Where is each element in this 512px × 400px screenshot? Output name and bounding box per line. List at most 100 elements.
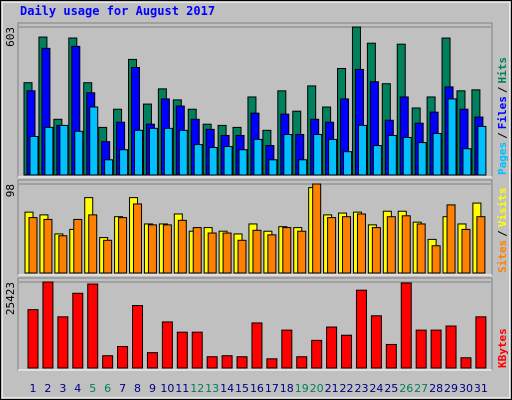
bar [237, 239, 247, 274]
bar [221, 355, 233, 369]
bar [417, 142, 427, 176]
bar [208, 147, 218, 176]
x-tick-label: 2 [44, 382, 51, 395]
bar [356, 213, 366, 274]
legend: Pages / Files / Hits [496, 57, 509, 175]
bar [282, 227, 292, 274]
x-tick-label: 14 [220, 382, 234, 395]
x-tick-label: 1 [30, 382, 37, 395]
bar [103, 239, 113, 274]
bar [147, 224, 157, 274]
x-tick-label: 28 [429, 382, 443, 395]
bar [476, 216, 486, 274]
bar [477, 125, 487, 176]
legend-separator: / [496, 132, 509, 139]
bar [193, 144, 203, 176]
bar [447, 98, 457, 176]
x-tick-label: 8 [134, 382, 141, 395]
x-tick-label: 30 [459, 382, 473, 395]
bar [87, 283, 99, 369]
bar [117, 345, 129, 369]
bar [236, 356, 248, 369]
bar [251, 322, 263, 369]
y-tick-label: 25423 [4, 282, 17, 315]
bar [148, 127, 158, 176]
bar [311, 339, 323, 369]
legend-entry: Files [496, 96, 509, 129]
bar [328, 138, 338, 176]
x-tick-label: 7 [119, 382, 126, 395]
y-tick-label: 603 [4, 27, 17, 47]
legend-entry: Hits [496, 57, 509, 84]
legend-separator: / [496, 230, 509, 237]
x-tick-label: 26 [399, 382, 413, 395]
bar [461, 228, 471, 274]
bar [88, 214, 98, 274]
x-tick-label: 3 [59, 382, 66, 395]
bar [102, 355, 114, 369]
bar [430, 329, 442, 369]
legend: Sites / Visits [496, 188, 509, 274]
bar [445, 325, 457, 369]
bar [312, 183, 322, 274]
bar [268, 159, 278, 176]
legend-separator: / [496, 86, 509, 93]
bar [475, 316, 487, 369]
bar [44, 126, 54, 176]
x-tick-label: 22 [340, 382, 354, 395]
x-tick-label: 27 [414, 382, 428, 395]
x-tick-label: 25 [384, 382, 398, 395]
x-tick-label: 16 [250, 382, 264, 395]
x-tick-label: 5 [89, 382, 96, 395]
legend-entry: Pages [496, 142, 509, 175]
bar [162, 224, 172, 274]
bar [297, 230, 307, 274]
x-tick-label: 31 [474, 382, 488, 395]
bar [133, 203, 143, 274]
bar [327, 217, 337, 274]
bar [207, 232, 217, 274]
bar [222, 232, 232, 274]
bar [298, 159, 308, 176]
x-tick-label: 18 [280, 382, 294, 395]
bar [355, 289, 367, 369]
bar [370, 315, 382, 369]
bar [57, 316, 69, 369]
bar [72, 292, 84, 369]
bar [385, 343, 397, 369]
bar [432, 133, 442, 176]
bar [118, 217, 128, 274]
bar [176, 331, 188, 369]
x-tick-label: 21 [325, 382, 339, 395]
bar [43, 218, 53, 274]
bar [402, 136, 412, 176]
legend-entry: KBytes [496, 328, 509, 368]
bar [206, 356, 218, 369]
bar [28, 217, 38, 274]
x-tick-label: 9 [149, 382, 156, 395]
x-tick-label: 4 [74, 382, 81, 395]
bar [177, 219, 187, 274]
bar [29, 135, 39, 176]
bar [341, 334, 353, 369]
bar [252, 229, 262, 274]
x-tick-label: 19 [295, 382, 309, 395]
chart-title: Daily usage for August 2017 [20, 4, 215, 18]
x-tick-label: 12 [190, 382, 204, 395]
bar [163, 127, 173, 176]
x-tick-label: 10 [160, 382, 174, 395]
x-tick-label: 13 [205, 382, 219, 395]
bar [192, 227, 202, 274]
y-tick-label: 98 [4, 184, 17, 197]
bar [161, 321, 173, 369]
bar [134, 129, 144, 176]
bar [462, 148, 472, 176]
bar [191, 331, 203, 369]
bar [387, 134, 397, 176]
bar [238, 149, 248, 176]
legend-entry: Sites [496, 240, 509, 273]
bar [400, 282, 412, 369]
